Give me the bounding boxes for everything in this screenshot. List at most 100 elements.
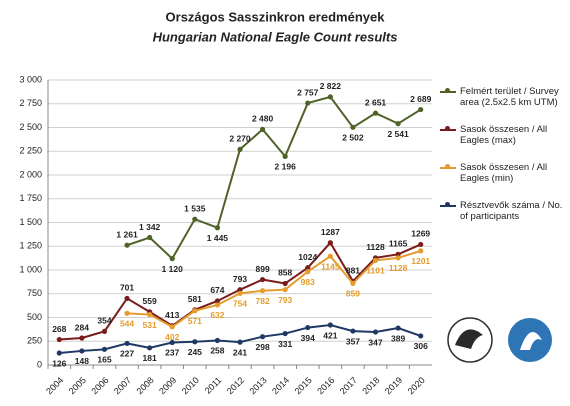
value-label: 354 bbox=[97, 316, 111, 326]
value-label: 237 bbox=[165, 348, 179, 358]
y-tick-label: 3 000 bbox=[19, 74, 42, 84]
x-tick-label: 2011 bbox=[203, 375, 224, 396]
legend-swatch bbox=[440, 88, 456, 93]
value-label: 1201 bbox=[411, 256, 430, 266]
point bbox=[101, 346, 108, 352]
value-label: 881 bbox=[346, 266, 360, 276]
point bbox=[305, 269, 311, 275]
point bbox=[147, 345, 153, 351]
point bbox=[418, 248, 424, 254]
y-tick-label: 2 500 bbox=[19, 122, 42, 132]
value-label: 413 bbox=[165, 310, 179, 320]
point bbox=[259, 288, 266, 294]
y-tick-label: 750 bbox=[27, 288, 42, 298]
point bbox=[214, 298, 221, 304]
point bbox=[259, 126, 266, 132]
point bbox=[147, 234, 153, 241]
value-label: 2 480 bbox=[252, 114, 274, 124]
x-tick-label: 2016 bbox=[315, 375, 336, 396]
point bbox=[395, 325, 401, 331]
legend-label: Sasok összesen / All Eagles (max) bbox=[460, 124, 548, 146]
point bbox=[124, 295, 130, 302]
x-tick-label: 2004 bbox=[44, 375, 65, 396]
series-line bbox=[127, 249, 421, 328]
y-tick-label: 2 250 bbox=[19, 146, 42, 156]
point bbox=[350, 280, 356, 286]
logo-np-bird bbox=[520, 332, 542, 350]
value-label: 258 bbox=[210, 346, 224, 356]
value-label: 331 bbox=[278, 339, 292, 349]
value-label: 2 541 bbox=[387, 129, 409, 139]
legend-swatch bbox=[440, 202, 456, 207]
value-label: 531 bbox=[143, 320, 157, 330]
point bbox=[350, 328, 356, 334]
point bbox=[169, 256, 175, 262]
point bbox=[237, 290, 243, 296]
x-tick-label: 2012 bbox=[225, 375, 246, 396]
point bbox=[282, 280, 288, 287]
value-label: 2 689 bbox=[410, 94, 432, 104]
x-tick-label: 2019 bbox=[383, 375, 404, 396]
point bbox=[147, 311, 153, 318]
logos bbox=[447, 317, 552, 363]
x-tick-label: 2009 bbox=[157, 375, 178, 396]
point bbox=[418, 241, 424, 248]
point bbox=[327, 322, 333, 328]
value-label: 858 bbox=[278, 268, 292, 278]
point bbox=[237, 146, 243, 152]
y-tick-label: 1 250 bbox=[19, 241, 42, 251]
point bbox=[327, 240, 333, 246]
value-label: 1101 bbox=[366, 266, 385, 276]
value-label: 389 bbox=[391, 333, 405, 343]
value-label: 227 bbox=[120, 349, 134, 359]
y-tick-label: 1 750 bbox=[19, 193, 42, 203]
value-label: 674 bbox=[210, 285, 224, 295]
point bbox=[101, 328, 108, 334]
legend-label: Felmért terület / Survey area (2.5x2.5 k… bbox=[460, 86, 559, 108]
value-label: 1269 bbox=[411, 229, 430, 239]
value-label: 2 270 bbox=[229, 134, 251, 144]
value-label: 181 bbox=[143, 353, 157, 363]
point bbox=[350, 124, 356, 130]
legend-entry: Résztvevők száma / No. of participants bbox=[440, 200, 566, 222]
legend-swatch bbox=[440, 126, 456, 131]
point bbox=[237, 287, 243, 293]
point bbox=[259, 334, 266, 340]
value-label: 581 bbox=[188, 294, 202, 304]
value-label: 1165 bbox=[389, 239, 408, 249]
x-tick-label: 2010 bbox=[180, 375, 201, 396]
y-tick-label: 1 000 bbox=[19, 264, 42, 274]
legend: Felmért terület / Survey area (2.5x2.5 k… bbox=[440, 86, 566, 238]
value-label: 165 bbox=[97, 355, 111, 365]
value-label: 268 bbox=[52, 324, 66, 334]
point bbox=[395, 255, 401, 261]
value-label: 701 bbox=[120, 283, 134, 293]
value-label: 793 bbox=[233, 274, 247, 284]
value-label: 632 bbox=[210, 310, 224, 320]
point bbox=[305, 265, 311, 271]
point bbox=[305, 100, 311, 106]
y-tick-label: 2 000 bbox=[19, 169, 42, 179]
value-label: 793 bbox=[278, 295, 292, 305]
point bbox=[79, 348, 85, 354]
value-label: 1128 bbox=[366, 242, 385, 252]
point bbox=[305, 324, 311, 331]
value-label: 148 bbox=[75, 356, 89, 366]
value-label: 298 bbox=[255, 342, 269, 352]
value-label: 1 535 bbox=[184, 203, 206, 213]
y-tick-label: 250 bbox=[27, 336, 42, 346]
value-label: 126 bbox=[52, 358, 66, 368]
x-tick-label: 2020 bbox=[406, 375, 427, 396]
chart-title: Országos Sasszinkron eredmények bbox=[166, 9, 386, 24]
y-tick-label: 2 750 bbox=[19, 98, 42, 108]
x-tick-label: 2005 bbox=[67, 375, 88, 396]
value-label: 402 bbox=[165, 332, 179, 342]
x-tick-label: 2013 bbox=[247, 375, 268, 396]
point bbox=[214, 225, 221, 231]
value-label: 1 261 bbox=[116, 229, 138, 239]
value-label: 241 bbox=[233, 347, 247, 357]
point bbox=[372, 329, 379, 335]
value-label: 245 bbox=[188, 347, 202, 357]
value-label: 357 bbox=[346, 336, 360, 346]
